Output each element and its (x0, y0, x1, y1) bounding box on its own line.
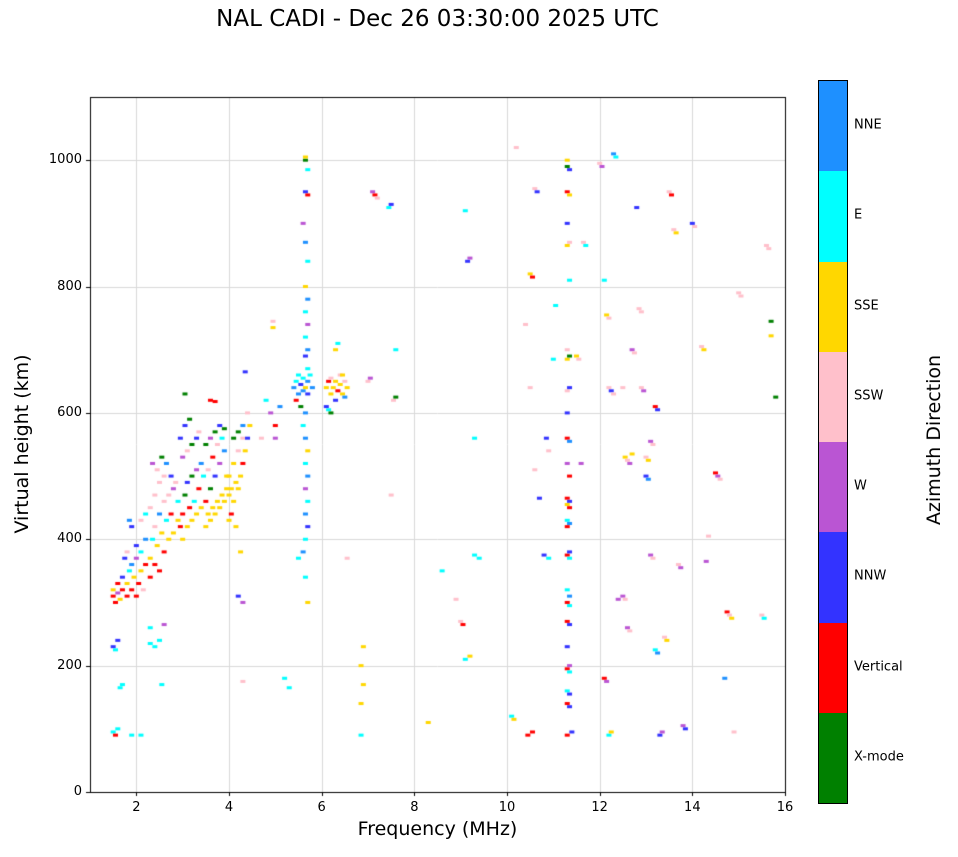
colorbar-entry-label: NNW (854, 568, 887, 584)
colorbar-segment-ssw (819, 351, 847, 442)
colorbar-segment-sse (819, 261, 847, 352)
colorbar-segment-x-mode (819, 712, 847, 803)
colorbar-axis-label: Azimuth Direction (923, 354, 945, 526)
colorbar-segment-vertical (819, 622, 847, 713)
x-tick-label: 4 (224, 800, 234, 815)
y-tick-label: 600 (57, 404, 82, 420)
y-axis-label: Virtual height (km) (11, 354, 33, 534)
colorbar-segment-e (819, 171, 847, 262)
colorbar-entry-label: E (854, 207, 863, 223)
x-tick-label: 6 (317, 800, 326, 815)
colorbar-entry-label: NNE (854, 117, 882, 133)
x-tick-label: 12 (591, 800, 608, 815)
y-tick-label: 800 (57, 278, 82, 294)
x-tick-label: 2 (132, 800, 141, 815)
colorbar-segment-nne (819, 81, 847, 172)
y-tick-label: 0 (73, 784, 82, 799)
colorbar-entry-label: SSW (854, 388, 884, 404)
y-tick-label: 400 (57, 531, 82, 547)
x-axis-label: Frequency (MHz) (357, 818, 518, 840)
x-tick-label: 10 (498, 800, 516, 815)
colorbar-segment-w (819, 442, 847, 533)
x-tick-label: 16 (776, 800, 794, 815)
colorbar-entry-label: Vertical (854, 659, 903, 675)
y-tick-label: 1000 (48, 152, 82, 168)
chart-title: NAL CADI - Dec 26 03:30:00 2025 UTC (216, 6, 659, 32)
x-tick-label: 14 (684, 800, 701, 815)
colorbar-entry-label: W (854, 478, 867, 494)
azimuth-colorbar (818, 80, 848, 804)
colorbar-segment-nnw (819, 532, 847, 623)
colorbar-entry-label: SSE (854, 298, 879, 314)
colorbar-entry-label: X-mode (854, 749, 904, 765)
x-tick-label: 8 (410, 800, 419, 815)
y-tick-label: 200 (57, 657, 82, 673)
